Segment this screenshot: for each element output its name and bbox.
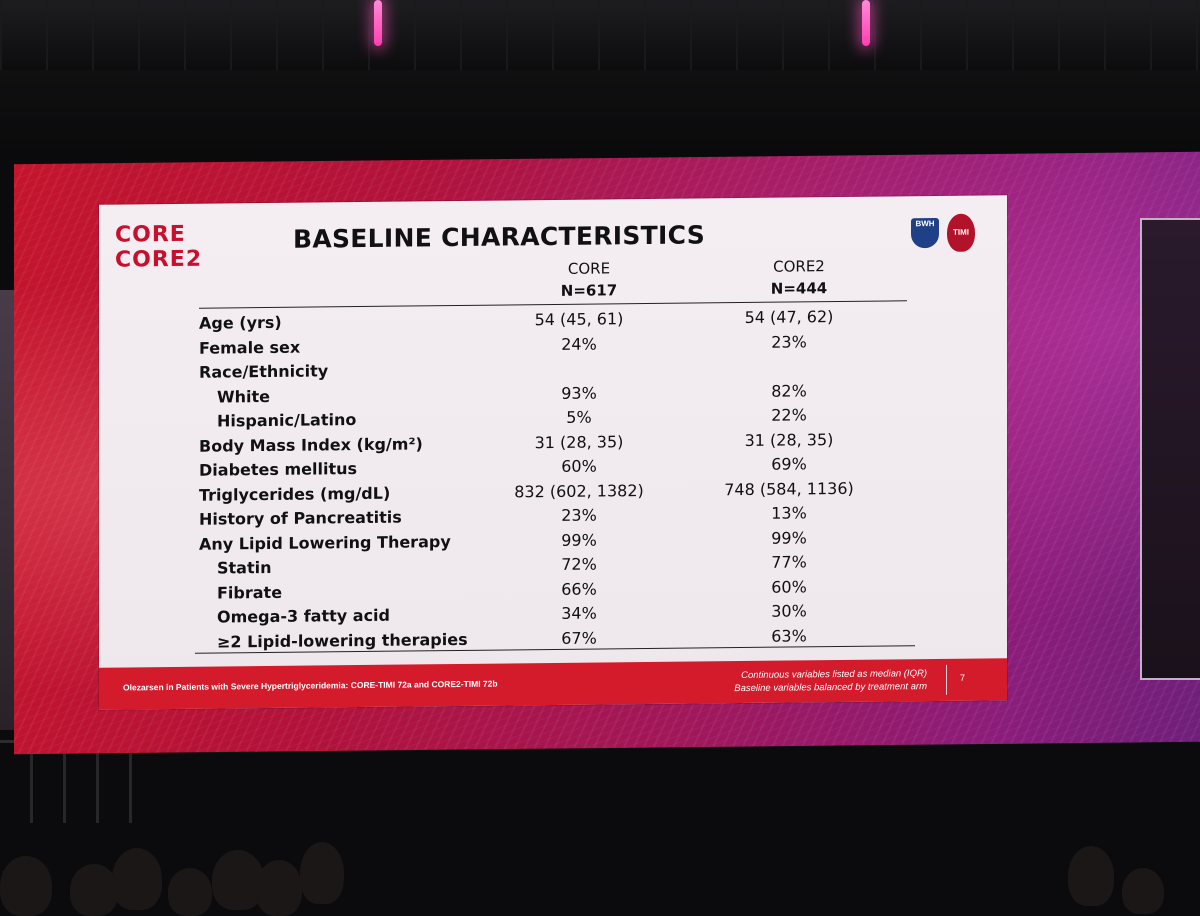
core-value: 832 (602, 1382) [514,480,644,501]
row-label: White [217,386,271,407]
column-n: N=444 [770,279,828,298]
core-value: 93% [561,383,597,403]
core-logo: CORE CORE2 [115,222,202,273]
audience-head [1068,846,1114,906]
audience-head [168,868,212,916]
stage-light [374,0,382,46]
core2-value: 31 (28, 35) [744,429,834,450]
bwh-logo-text: BWH [915,219,935,229]
characteristics-table: Age (yrs) 54 (45, 61) 54 (47, 62) Female… [199,304,919,655]
core2-value: 22% [771,405,807,425]
audience-head [1122,868,1164,914]
core2-value: 82% [771,380,807,401]
row-label: Body Mass Index (kg/m²) [199,433,423,456]
column-name: CORE2 [773,257,825,276]
row-label: Omega-3 fatty acid [217,605,390,627]
audience-head [300,842,344,904]
lighting-truss [0,0,1200,70]
stage-light [862,0,870,46]
bwh-shield-logo: BWH [911,217,939,249]
core-value: 5% [566,407,592,427]
column-header-core: CORE N=617 [519,257,659,302]
presentation-slide: CORE CORE2 BASELINE CHARACTERISTICS BWH … [99,195,1007,710]
logo-line-1: CORE [115,221,186,248]
timi-heart-logo: TIMI [947,213,975,252]
column-name: CORE [567,259,611,278]
row-label: Race/Ethnicity [199,361,329,382]
timi-logo-text: TIMI [953,227,969,237]
core2-value: 23% [771,331,807,352]
core-value: 31 (28, 35) [534,431,624,452]
slide-number: 7 [959,672,965,683]
core-value: 99% [561,530,597,550]
footer-divider [946,664,947,695]
audience-silhouettes [0,820,1200,916]
audience-head [256,860,302,916]
row-label: Diabetes mellitus [199,459,357,480]
core-value: 54 (45, 61) [534,309,624,330]
logo-line-2: CORE2 [115,246,203,273]
column-header-core2: CORE2 N=444 [729,255,869,300]
row-label: Hispanic/Latino [217,410,357,431]
core2-value: 748 (584, 1136) [724,478,854,499]
audience-head [70,864,118,916]
row-label: Fibrate [217,582,283,603]
core-value: 66% [561,579,597,599]
core2-value: 54 (47, 62) [744,307,834,327]
footer-note-2: Baseline variables balanced by treatment… [734,681,927,695]
slide-title: BASELINE CHARACTERISTICS [293,220,706,254]
audience-head [0,856,52,916]
column-n: N=617 [560,281,618,300]
audience-head [112,848,162,910]
core2-value: 69% [771,454,807,474]
core2-value: 30% [771,601,807,621]
core-value: 60% [561,456,597,476]
row-label: History of Pancreatitis [199,507,402,529]
row-label: Any Lipid Lowering Therapy [199,531,451,554]
row-label: Statin [217,557,272,578]
core-value: 23% [561,505,597,525]
footer-notes: Continuous variables listed as median (I… [734,667,927,695]
core2-value: 13% [771,503,807,523]
core2-value: 60% [771,576,807,597]
row-label: Age (yrs) [199,312,282,333]
core2-value: 99% [771,527,807,548]
core2-value: 77% [771,552,807,572]
core-value: 34% [561,603,597,623]
core-value: 72% [561,554,597,574]
core-value: 24% [561,334,597,354]
side-monitor [1140,218,1200,680]
row-label: Female sex [199,337,301,358]
row-label: Triglycerides (mg/dL) [199,483,391,505]
footer-study-title: Olezarsen in Patients with Severe Hypert… [123,678,498,693]
